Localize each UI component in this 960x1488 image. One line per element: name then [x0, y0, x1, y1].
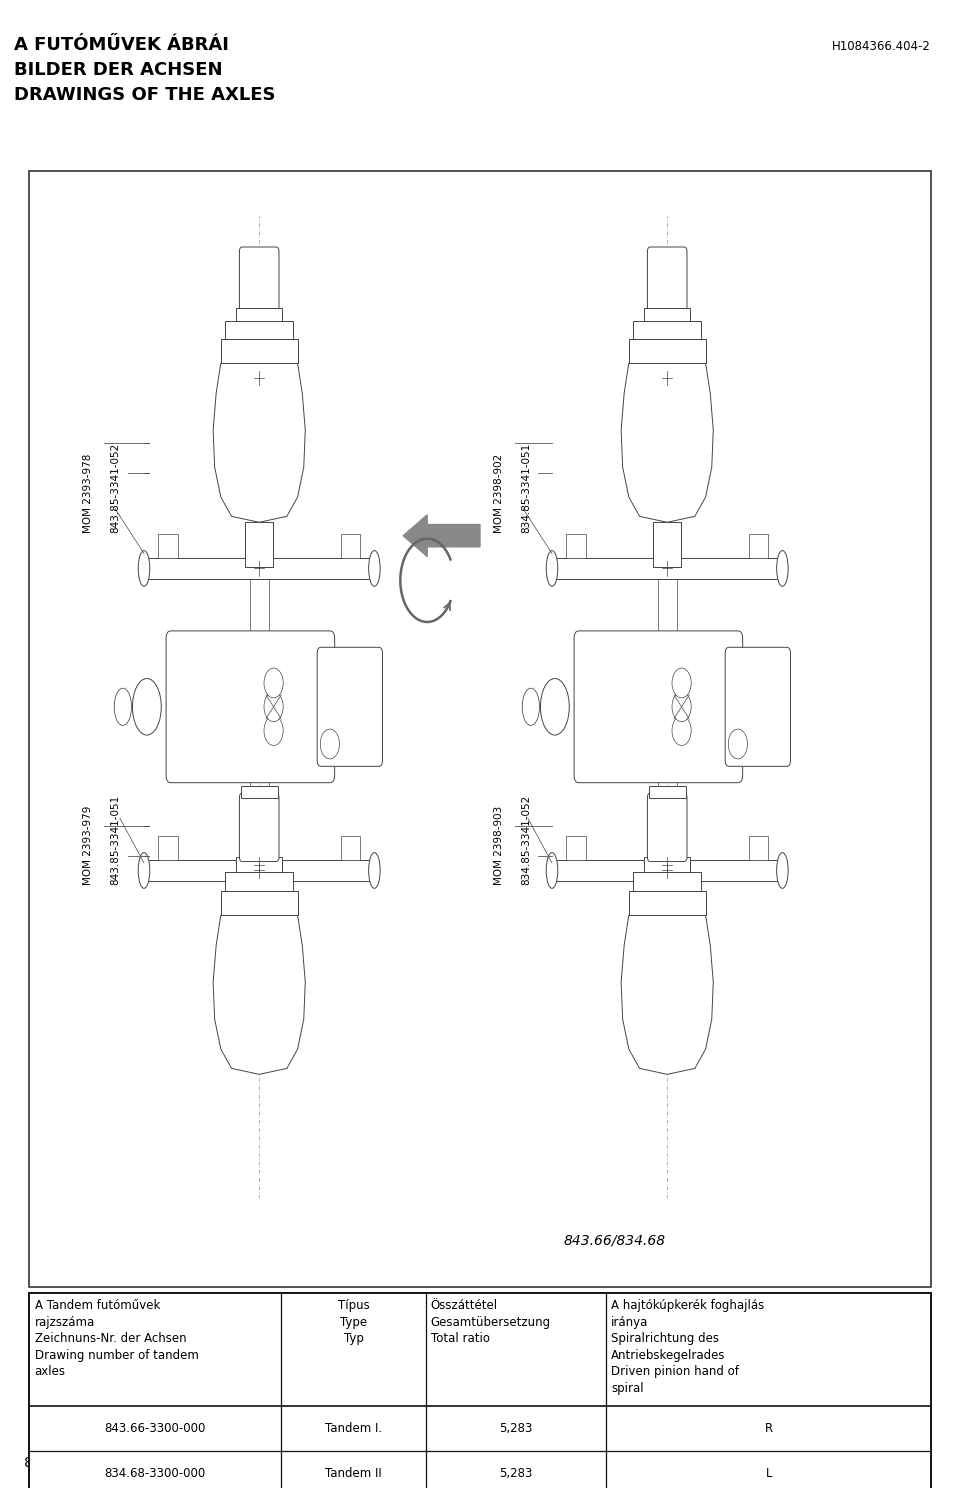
Bar [552, 558, 782, 579]
Text: 843.85-3341-051: 843.85-3341-051 [110, 795, 120, 885]
Polygon shape [621, 363, 713, 522]
Bar [749, 534, 768, 558]
Bar [341, 836, 360, 860]
Bar [144, 860, 374, 881]
FancyBboxPatch shape [574, 631, 743, 783]
Bar [226, 872, 293, 891]
Bar [250, 579, 269, 640]
Text: 843.85-3341-052: 843.85-3341-052 [110, 442, 120, 533]
Text: MOM 2393-978: MOM 2393-978 [84, 454, 93, 533]
Bar [552, 860, 782, 881]
Bar [246, 870, 273, 915]
Bar [654, 522, 681, 567]
Text: 8: 8 [24, 1457, 33, 1470]
Text: MOM 2393-979: MOM 2393-979 [84, 806, 93, 885]
FancyBboxPatch shape [647, 793, 687, 862]
Bar [241, 786, 277, 798]
Bar [566, 534, 586, 558]
Text: 834.68-3300-000: 834.68-3300-000 [105, 1467, 205, 1479]
Text: H1084366.404-2: H1084366.404-2 [832, 40, 931, 54]
FancyBboxPatch shape [166, 631, 335, 783]
Circle shape [264, 716, 283, 745]
FancyBboxPatch shape [317, 647, 382, 766]
Polygon shape [213, 915, 305, 1074]
Text: 5,283: 5,283 [499, 1467, 533, 1479]
Bar [629, 891, 706, 915]
Bar [29, 171, 931, 1287]
Bar [566, 836, 586, 860]
FancyBboxPatch shape [239, 247, 279, 315]
Ellipse shape [522, 687, 540, 725]
Text: A hajtókúpkerék foghajlás
iránya
Spiralrichtung des
Antriebskegelrades
Driven pi: A hajtókúpkerék foghajlás iránya Spiralr… [612, 1299, 764, 1394]
Text: L: L [765, 1467, 772, 1479]
Text: 843.66-3300-000: 843.66-3300-000 [105, 1423, 205, 1434]
Bar [158, 836, 178, 860]
FancyArrow shape [403, 515, 480, 557]
Bar [634, 872, 701, 891]
Bar [29, 1293, 931, 1488]
Ellipse shape [369, 853, 380, 888]
Bar [629, 339, 706, 363]
Circle shape [264, 668, 283, 698]
Bar [658, 579, 677, 640]
Bar [634, 321, 701, 341]
Text: BILDER DER ACHSEN: BILDER DER ACHSEN [14, 61, 223, 79]
Ellipse shape [138, 551, 150, 586]
Polygon shape [621, 915, 713, 1074]
Text: DRAWINGS OF THE AXLES: DRAWINGS OF THE AXLES [14, 86, 276, 104]
Bar [658, 775, 677, 870]
Ellipse shape [777, 551, 788, 586]
Bar [221, 891, 298, 915]
Text: Tandem II: Tandem II [325, 1467, 382, 1479]
Bar [341, 534, 360, 558]
Ellipse shape [132, 679, 161, 735]
Circle shape [672, 692, 691, 722]
Text: Típus
Type
Typ: Típus Type Typ [338, 1299, 370, 1345]
Ellipse shape [546, 551, 558, 586]
Ellipse shape [114, 687, 132, 725]
Text: 834.85-3341-051: 834.85-3341-051 [521, 442, 531, 533]
Ellipse shape [540, 679, 569, 735]
Bar [236, 308, 282, 323]
Bar [654, 870, 681, 915]
FancyBboxPatch shape [725, 647, 790, 766]
Bar [144, 558, 374, 579]
Bar [644, 308, 690, 323]
Polygon shape [213, 363, 305, 522]
Circle shape [321, 729, 340, 759]
Text: MOM 2398-903: MOM 2398-903 [494, 806, 504, 885]
Ellipse shape [369, 551, 380, 586]
Text: 843.66/834.68: 843.66/834.68 [564, 1234, 665, 1248]
Circle shape [672, 668, 691, 698]
Ellipse shape [546, 853, 558, 888]
Ellipse shape [777, 853, 788, 888]
Bar [644, 857, 690, 872]
Text: A Tandem futóművek
rajzszáma
Zeichnuns-Nr. der Achsen
Drawing number of tandem
a: A Tandem futóművek rajzszáma Zeichnuns-N… [35, 1299, 199, 1378]
Bar [649, 251, 685, 263]
Bar [158, 534, 178, 558]
Circle shape [672, 716, 691, 745]
Text: R: R [765, 1423, 773, 1434]
Circle shape [729, 729, 748, 759]
Bar [250, 775, 269, 870]
FancyBboxPatch shape [647, 247, 687, 315]
Text: 834.85-3341-052: 834.85-3341-052 [521, 795, 531, 885]
Bar [221, 339, 298, 363]
Text: A FUTÓMŰVEK ÁBRÁI: A FUTÓMŰVEK ÁBRÁI [14, 36, 229, 54]
Bar [649, 786, 685, 798]
Text: 5,283: 5,283 [499, 1423, 533, 1434]
Bar [246, 522, 273, 567]
Ellipse shape [138, 853, 150, 888]
Bar [236, 857, 282, 872]
Bar [749, 836, 768, 860]
FancyBboxPatch shape [239, 793, 279, 862]
Bar [226, 321, 293, 341]
Text: MOM 2398-902: MOM 2398-902 [494, 454, 504, 533]
Text: Tandem I.: Tandem I. [325, 1423, 382, 1434]
Circle shape [264, 692, 283, 722]
Bar [241, 251, 277, 263]
Text: Összáttétel
Gesamtübersetzung
Total ratio: Összáttétel Gesamtübersetzung Total rati… [431, 1299, 551, 1345]
